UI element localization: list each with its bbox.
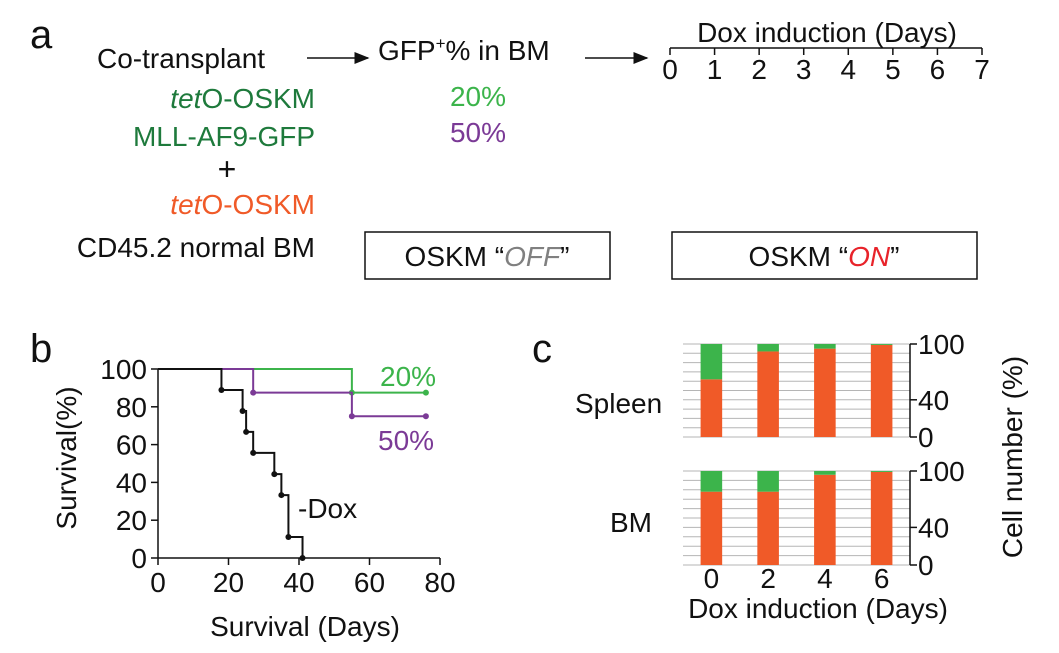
- km-point: [278, 492, 285, 499]
- bar-x-tick-label: 2: [760, 563, 776, 594]
- row-label-spleen: Spleen: [575, 388, 662, 419]
- bar-segment: [814, 474, 836, 565]
- bar-y-tick-label: 0: [918, 422, 934, 453]
- km-y-tick-label: 80: [116, 392, 147, 423]
- bar-x-tick-label: 0: [704, 563, 720, 594]
- km-y-tick-label: 40: [116, 467, 147, 498]
- km-y-axis-title: Survival(%): [51, 386, 82, 529]
- dox-tick-label: 0: [662, 54, 678, 85]
- bar-y-tick-label: 40: [918, 512, 949, 543]
- row-label-bm: BM: [610, 507, 652, 538]
- bar-y-axis-title: Cell number (%): [997, 356, 1028, 558]
- km-point: [299, 555, 306, 561]
- bar-segment: [814, 471, 836, 475]
- bar-segment: [757, 351, 779, 437]
- km-point: [243, 428, 250, 435]
- oskm-on-box: [671, 231, 978, 280]
- donor2-line1: tetO-OSKM: [170, 189, 315, 220]
- bar-y-tick-label: 100: [918, 329, 965, 360]
- km-x-tick-label: 0: [150, 567, 166, 598]
- km-point: [285, 534, 292, 541]
- gfp-low-value: 20%: [450, 81, 506, 112]
- dox-tick-label: 4: [840, 54, 856, 85]
- km-point: [422, 413, 429, 420]
- km-series: [158, 368, 429, 561]
- km-series-line: [158, 368, 426, 418]
- km-point: [271, 471, 278, 478]
- bar-segment: [814, 344, 836, 349]
- donor1-line2: MLL-AF9-GFP: [133, 121, 315, 152]
- km-label-20: 20%: [380, 361, 436, 392]
- km-label-nodox: -Dox: [298, 493, 357, 524]
- donor1-line1: tetO-OSKM: [170, 83, 315, 114]
- oskm-off-label: OSKM “OFF”: [405, 241, 570, 272]
- km-y-tick-label: 20: [116, 505, 147, 536]
- km-x-axis-title: Survival (Days): [210, 611, 400, 642]
- km-point: [239, 407, 246, 414]
- panel-b-letter: b: [30, 327, 52, 371]
- dox-timeline-title: Dox induction (Days): [697, 17, 957, 48]
- km-point: [250, 389, 257, 396]
- donor2-line2: CD45.2 normal BM: [77, 232, 315, 263]
- bar-segment: [700, 471, 723, 492]
- km-series-line: [158, 368, 304, 558]
- dox-tick-label: 6: [930, 54, 946, 85]
- plus-sign: +: [218, 151, 237, 187]
- km-point: [422, 389, 429, 396]
- bar-x-tick-label: 6: [874, 563, 890, 594]
- km-point: [250, 449, 257, 456]
- panel-a: a Co-transplant tetO-OSKM MLL-AF9-GFP + …: [30, 13, 990, 280]
- bar-segment: [870, 471, 893, 472]
- panel-b: b Survival(%) Survival (Days) 0204060801…: [30, 327, 456, 642]
- bar-x-tick-label: 4: [817, 563, 833, 594]
- bar-y-tick-label: 0: [918, 550, 934, 581]
- oskm-off-box: [364, 231, 611, 280]
- bar-segment: [700, 491, 723, 565]
- bar-x-axis-title: Dox induction (Days): [688, 593, 948, 624]
- km-point: [218, 386, 225, 393]
- gfp-bm-label: GFP+% in BM: [378, 34, 550, 66]
- km-point: [348, 413, 355, 420]
- km-y-tick-label: 100: [100, 354, 147, 385]
- bar-segment: [700, 379, 723, 437]
- bar-segment: [814, 348, 836, 437]
- bar-segment: [870, 471, 893, 565]
- km-x-tick-label: 20: [213, 567, 244, 598]
- bar-segment: [757, 344, 779, 352]
- co-transplant-label: Co-transplant: [97, 43, 265, 74]
- bar-segment: [757, 471, 779, 492]
- km-label-50: 50%: [378, 425, 434, 456]
- dox-tick-label: 7: [974, 54, 990, 85]
- dox-tick-label: 1: [707, 54, 723, 85]
- panel-a-letter: a: [30, 13, 53, 57]
- km-x-tick-label: 40: [283, 567, 314, 598]
- km-y-tick-label: 60: [116, 430, 147, 461]
- panel-c-letter: c: [532, 327, 552, 371]
- bar-y-tick-label: 100: [918, 456, 965, 487]
- bar-segment: [757, 491, 779, 565]
- dox-tick-label: 2: [751, 54, 767, 85]
- bar-segment: [870, 344, 893, 345]
- km-x-tick-label: 60: [354, 567, 385, 598]
- bar-y-tick-label: 40: [918, 385, 949, 416]
- km-series-line: [158, 368, 426, 394]
- oskm-on-label: OSKM “ON”: [749, 241, 900, 272]
- dox-tick-label: 5: [885, 54, 901, 85]
- km-x-tick-label: 80: [424, 567, 455, 598]
- km-y-tick-label: 0: [131, 543, 147, 574]
- bar-segment: [870, 344, 893, 437]
- bar-segment: [700, 344, 723, 380]
- dox-tick-label: 3: [796, 54, 812, 85]
- gfp-high-value: 50%: [450, 117, 506, 148]
